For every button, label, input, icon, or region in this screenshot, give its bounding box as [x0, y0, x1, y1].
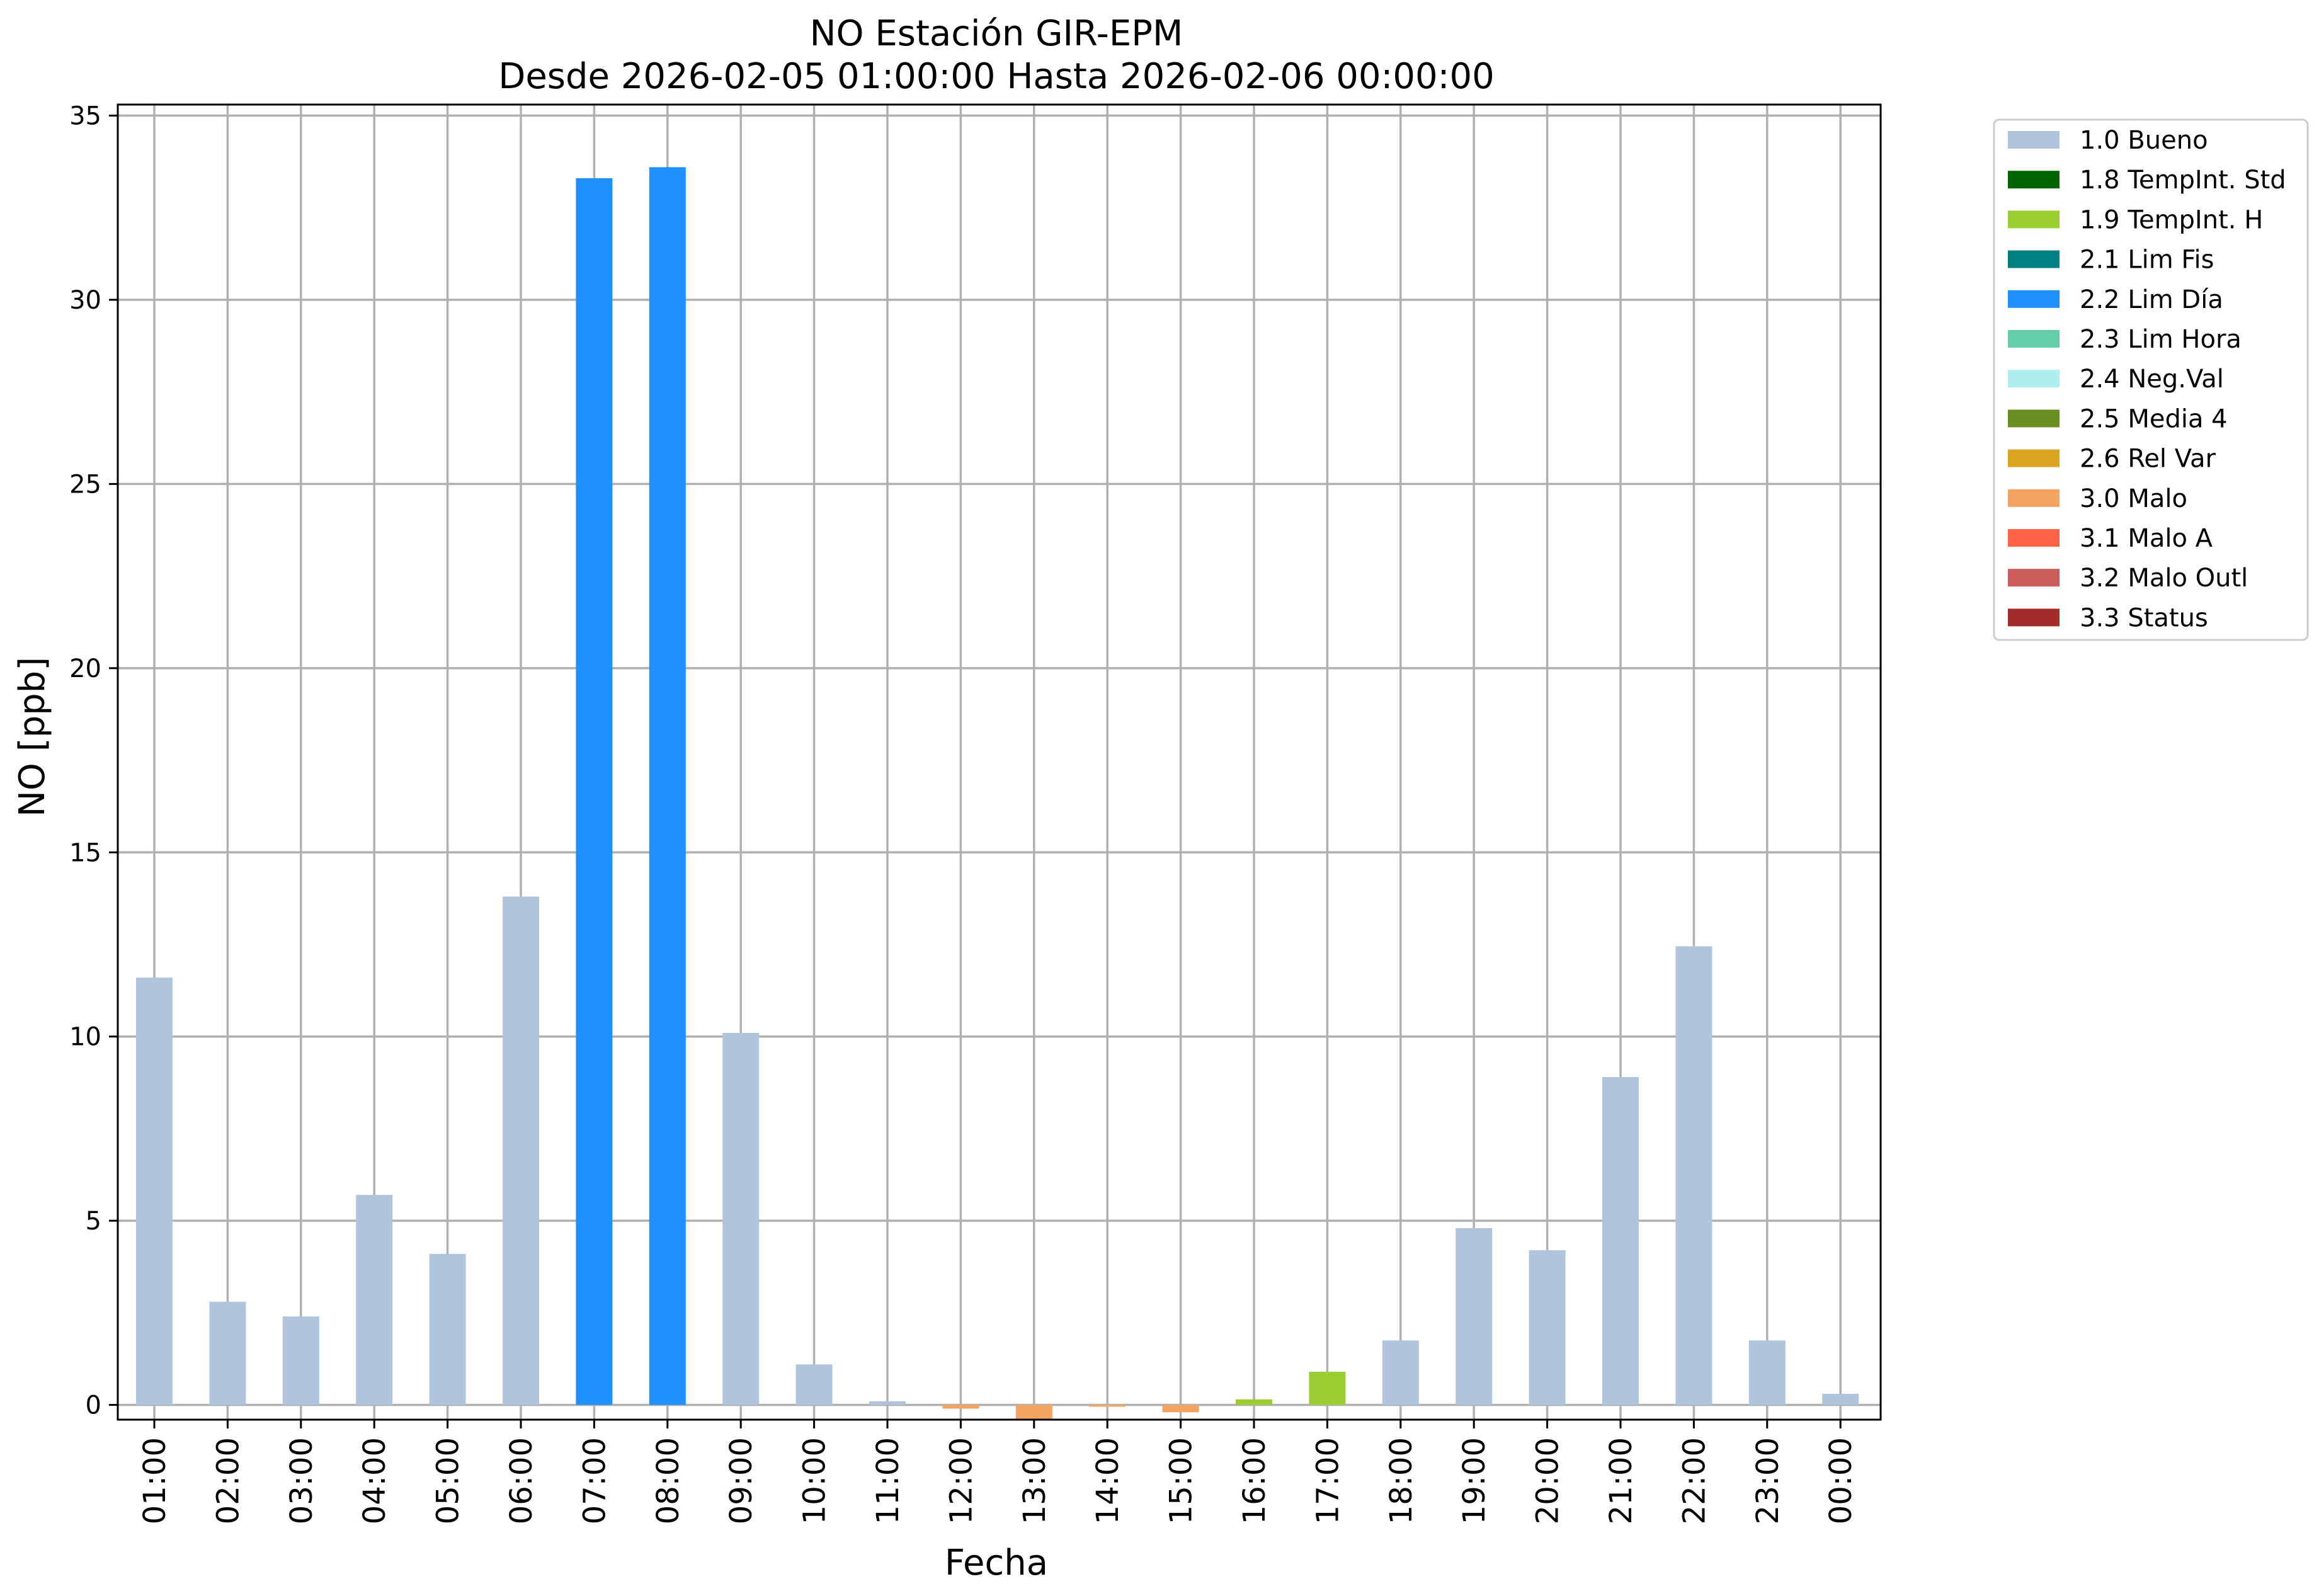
- bar-1000: [795, 1364, 833, 1405]
- legend-swatch: [2008, 250, 2060, 268]
- y-tick-label: 15: [69, 838, 101, 867]
- x-tick-label: 05:00: [431, 1437, 466, 1524]
- x-tick-label: 21:00: [1604, 1437, 1639, 1524]
- y-tick-label: 25: [69, 470, 101, 499]
- y-tick-label: 35: [69, 102, 101, 131]
- x-tick-label: 01:00: [137, 1437, 173, 1524]
- x-tick-label: 04:00: [357, 1437, 392, 1524]
- legend-label: 3.3 Status: [2080, 603, 2208, 632]
- y-tick-label: 5: [86, 1207, 101, 1236]
- bar-0900: [722, 1032, 760, 1405]
- x-axis-label: Fecha: [945, 1542, 1048, 1583]
- x-tick-label: 14:00: [1090, 1437, 1125, 1524]
- legend-swatch: [2008, 529, 2060, 547]
- x-tick-label: 09:00: [724, 1437, 759, 1524]
- x-tick-label: 23:00: [1750, 1437, 1786, 1524]
- x-tick-label: 22:00: [1677, 1437, 1712, 1524]
- bar-1700: [1309, 1371, 1346, 1405]
- legend-swatch: [2008, 131, 2060, 149]
- x-tick-label: 06:00: [504, 1437, 539, 1524]
- legend-frame: [1993, 118, 2309, 641]
- x-tick-label: 08:00: [651, 1437, 686, 1524]
- legend-label: 2.6 Rel Var: [2080, 445, 2216, 474]
- x-tick-label: 02:00: [210, 1437, 246, 1524]
- bar-2000: [1529, 1250, 1566, 1405]
- x-tick-label: 15:00: [1164, 1437, 1199, 1524]
- x-tick-label: 10:00: [797, 1437, 833, 1524]
- legend-label: 3.1 Malo A: [2080, 524, 2213, 553]
- legend-swatch: [2008, 608, 2060, 627]
- y-axis-label: NO [ppb]: [12, 657, 53, 817]
- legend-swatch: [2008, 409, 2060, 428]
- x-tick-label: 18:00: [1384, 1437, 1419, 1524]
- bar-2300: [1748, 1340, 1786, 1405]
- y-tick-label: 10: [69, 1023, 101, 1052]
- legend-swatch: [2008, 489, 2060, 507]
- plot-frame: [117, 103, 1882, 1421]
- bar-0500: [429, 1253, 466, 1405]
- bar-1600: [1236, 1399, 1272, 1405]
- legend-swatch: [2008, 171, 2060, 189]
- legend-swatch: [2008, 210, 2060, 229]
- bar-1900: [1456, 1228, 1493, 1405]
- bar-1100: [869, 1401, 906, 1405]
- x-tick-label: 12:00: [943, 1437, 979, 1524]
- x-tick-label: 03:00: [284, 1437, 319, 1524]
- legend: 1.0 Bueno 1.8 TempInt. Std 1.9 TempInt. H 2…: [1993, 118, 2309, 641]
- bar-0300: [282, 1316, 319, 1405]
- legend-swatch: [2008, 569, 2060, 587]
- legend-label: 1.0 Bueno: [2080, 126, 2208, 155]
- x-tick-label: 11:00: [870, 1437, 906, 1524]
- bar-2100: [1602, 1077, 1639, 1405]
- y-tick-label: 30: [69, 286, 101, 315]
- legend-label: 2.4 Neg.Val: [2080, 365, 2224, 394]
- legend-swatch: [2008, 449, 2060, 467]
- legend-label: 3.0 Malo: [2080, 484, 2187, 513]
- x-tick-label: 00:00: [1823, 1437, 1859, 1524]
- bar-0200: [209, 1301, 246, 1405]
- y-tick-label: 0: [86, 1391, 101, 1420]
- x-axis: 01:00 02:00 03:00 04:00 05:00 06:00 07:00 08:00…: [137, 1420, 1859, 1524]
- legend-label: 1.9 TempInt. H: [2080, 205, 2263, 234]
- x-tick-label: 16:00: [1237, 1437, 1272, 1524]
- x-tick-label: 17:00: [1310, 1437, 1345, 1524]
- bar-0100: [136, 978, 173, 1405]
- legend-label: 2.3 Lim Hora: [2080, 325, 2242, 354]
- bar-0000: [1822, 1394, 1859, 1405]
- chart-title: NO Estación GIR-EPM: [810, 13, 1183, 54]
- legend-label: 3.2 Malo Outl: [2080, 564, 2248, 593]
- legend-label: 2.5 Media 4: [2080, 404, 2228, 433]
- bar-0400: [356, 1195, 393, 1405]
- bar-2200: [1675, 946, 1712, 1405]
- x-tick-label: 20:00: [1530, 1437, 1566, 1524]
- y-tick-label: 20: [69, 654, 101, 683]
- bar-1400: [1089, 1405, 1126, 1407]
- x-tick-label: 07:00: [577, 1437, 612, 1524]
- legend-label: 1.8 TempInt. Std: [2080, 166, 2286, 195]
- y-axis: 0 5 10 15 20 25 30 35: [69, 102, 118, 1420]
- bar-0600: [503, 896, 539, 1405]
- legend-swatch: [2008, 370, 2060, 388]
- bar-1300: [1015, 1405, 1052, 1420]
- legend-swatch: [2008, 330, 2060, 348]
- x-tick-label: 19:00: [1457, 1437, 1492, 1524]
- legend-label: 2.2 Lim Día: [2080, 285, 2223, 314]
- bar-1200: [942, 1405, 979, 1409]
- x-tick-label: 13:00: [1017, 1437, 1052, 1524]
- bar-1500: [1162, 1405, 1199, 1413]
- legend-swatch: [2008, 290, 2060, 308]
- chart-subtitle: Desde 2026-02-05 01:00:00 Hasta 2026-02-…: [498, 56, 1495, 97]
- bar-0800: [649, 167, 686, 1405]
- bar-0700: [576, 178, 613, 1405]
- bar-1800: [1382, 1340, 1419, 1405]
- legend-label: 2.1 Lim Fis: [2080, 246, 2214, 275]
- bars: [136, 167, 1859, 1420]
